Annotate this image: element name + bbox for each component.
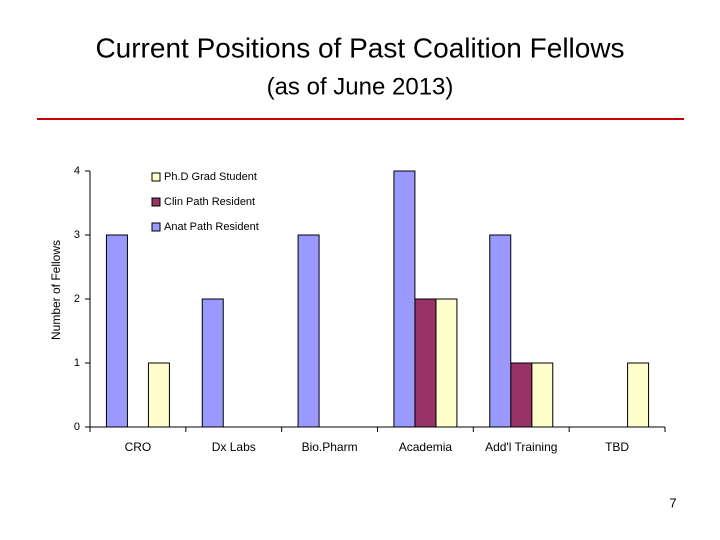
bar bbox=[201, 298, 224, 428]
x-tick-label: Add'l Training bbox=[485, 440, 557, 454]
legend-label: Ph.D Grad Student bbox=[164, 171, 257, 183]
slide-number: 7 bbox=[669, 495, 676, 510]
y-tick-label: 1 bbox=[74, 357, 80, 369]
chart-subtitle: (as of June 2013) bbox=[267, 73, 454, 100]
y-axis-title: Number of Fellows bbox=[49, 240, 63, 340]
bar bbox=[393, 170, 416, 428]
y-tick-label: 4 bbox=[74, 165, 80, 177]
legend-label: Anat Path Resident bbox=[164, 221, 259, 233]
legend-swatch bbox=[151, 197, 161, 207]
bar bbox=[531, 362, 554, 428]
x-tick-label: CRO bbox=[125, 440, 152, 454]
legend-swatch bbox=[151, 222, 161, 232]
y-tick-label: 2 bbox=[74, 293, 80, 305]
bar bbox=[147, 362, 170, 428]
bar bbox=[435, 298, 458, 428]
bar bbox=[510, 362, 533, 428]
bar bbox=[627, 362, 650, 428]
x-tick-label: Academia bbox=[399, 440, 453, 454]
chart-title: Current Positions of Past Coalition Fell… bbox=[95, 32, 624, 63]
x-tick-label: TBD bbox=[605, 440, 629, 454]
bar bbox=[297, 234, 320, 428]
bar bbox=[489, 234, 512, 428]
bar bbox=[105, 234, 128, 428]
x-tick-label: Dx Labs bbox=[212, 440, 256, 454]
x-tick-label: Bio.Pharm bbox=[302, 440, 358, 454]
y-tick-label: 3 bbox=[74, 229, 80, 241]
legend-swatch bbox=[151, 172, 161, 182]
y-tick-label: 0 bbox=[74, 421, 80, 433]
legend-label: Clin Path Resident bbox=[164, 196, 255, 208]
bar bbox=[414, 298, 437, 428]
